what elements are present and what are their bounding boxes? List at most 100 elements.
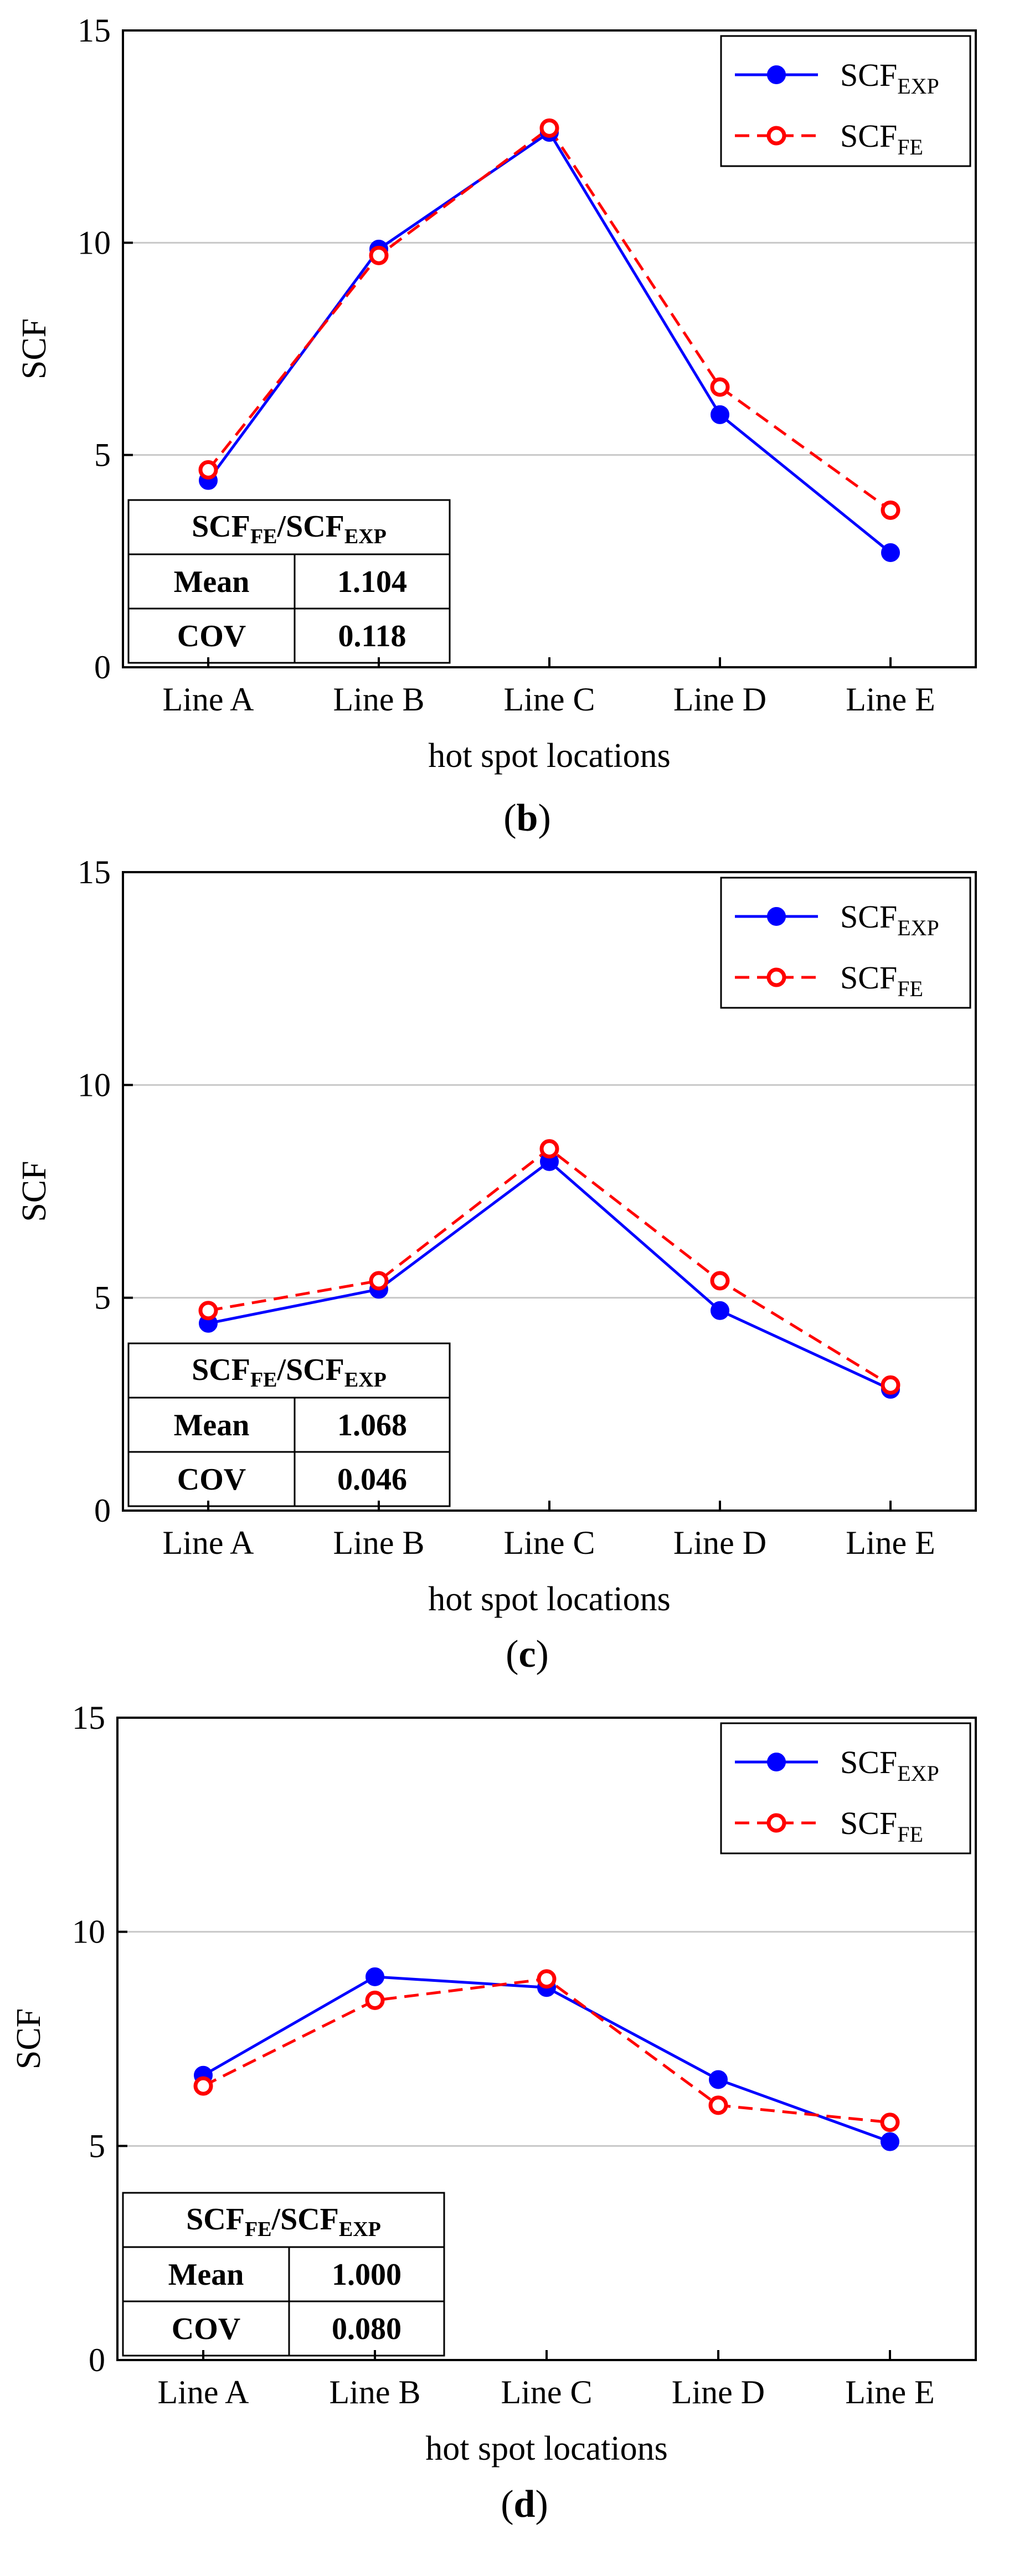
table-row-value: 1.104 <box>337 565 407 599</box>
data-point-fe <box>710 377 730 397</box>
data-point-fe <box>193 2076 213 2096</box>
table-header: SCFFE/SCFEXP <box>192 509 387 548</box>
ratio-table: SCFFE/SCFEXP Mean 1.104 COV 0.118 <box>127 499 451 664</box>
series-line-fe <box>208 1147 892 1387</box>
y-tick-label: 5 <box>94 1280 111 1316</box>
series-line-exp <box>202 1975 891 2143</box>
legend-entry-fe: SCFFE <box>840 118 923 159</box>
table-border <box>127 499 451 664</box>
x-tick-label: Line B <box>333 681 425 718</box>
data-point-fe <box>539 118 559 138</box>
y-tick-label: 10 <box>78 224 111 261</box>
x-tick-label: Line A <box>163 681 254 718</box>
y-tick-label: 10 <box>78 1067 111 1103</box>
table-header: SCFFE/SCFEXP <box>192 1353 387 1392</box>
table-header: SCFFE/SCFEXP <box>186 2202 381 2241</box>
legend-marker-exp <box>767 907 786 926</box>
x-tick-label: Line C <box>504 1524 595 1561</box>
data-point-exp <box>711 405 729 424</box>
y-tick-label: 5 <box>89 2127 105 2164</box>
series-line-fe <box>207 126 892 512</box>
plot-area <box>122 29 977 668</box>
data-point-fe <box>365 1990 385 2010</box>
data-point-exp <box>709 2070 728 2089</box>
legend-entry-fe: SCFFE <box>840 1805 923 1847</box>
data-point-fe <box>198 1301 218 1321</box>
plot-area <box>122 871 977 1512</box>
y-axis-title: SCF <box>16 318 53 379</box>
legend-entry-exp: SCFEXP <box>840 899 939 940</box>
data-point-fe <box>708 2095 728 2115</box>
x-axis-title: hot spot locations <box>428 737 670 775</box>
table-border <box>127 1342 451 1507</box>
x-tick-label: Line B <box>333 1524 425 1561</box>
legend: SCFEXP SCFFE <box>720 1722 971 1854</box>
x-tick-label: Line D <box>672 2374 765 2410</box>
legend-entry-exp: SCFEXP <box>840 57 939 99</box>
data-point-fe <box>369 245 389 265</box>
legend-marker-exp <box>767 1753 786 1771</box>
table-row-value: 0.046 <box>337 1462 407 1497</box>
x-tick-label: Line B <box>330 2374 421 2410</box>
x-tick-label: Line E <box>846 681 935 718</box>
legend-marker-fe <box>766 126 786 146</box>
table-row-value: 1.000 <box>332 2258 402 2292</box>
y-tick-label: 0 <box>94 649 111 686</box>
data-point-exp <box>366 1967 384 1986</box>
legend: SCFEXP SCFFE <box>720 35 971 167</box>
table-row-label: COV <box>177 619 246 653</box>
y-tick-label: 0 <box>94 1492 111 1529</box>
y-tick-label: 10 <box>72 1914 105 1950</box>
x-axis-title: hot spot locations <box>425 2430 667 2467</box>
x-tick-label: Line E <box>845 2374 935 2410</box>
table-row-label: Mean <box>168 2258 244 2292</box>
plot-area <box>116 1717 977 2361</box>
panel-label-b: (b) <box>503 797 551 839</box>
y-tick-label: 15 <box>78 12 111 49</box>
ratio-table: SCFFE/SCFEXP Mean 1.000 COV 0.080 <box>122 2192 445 2357</box>
x-tick-label: Line D <box>673 681 766 718</box>
x-tick-label: Line A <box>163 1524 254 1561</box>
panel-label-d: (d) <box>501 2483 548 2526</box>
data-point-fe <box>881 500 900 520</box>
chart-panel-c: 0 5 10 15 Line A Line B Line C Line D Line E hot … <box>16 854 977 1618</box>
data-point-fe <box>880 2113 900 2132</box>
y-axis-title: SCF <box>16 1161 53 1222</box>
legend-box <box>720 35 971 167</box>
legend-box <box>720 1722 971 1854</box>
data-point-fe <box>198 460 218 480</box>
data-point-exp <box>881 2132 899 2151</box>
y-tick-label: 0 <box>89 2342 105 2378</box>
data-point-exp <box>881 543 900 562</box>
chart-panel-d: 0 5 10 15 Line A Line B Line C Line D Line E hot … <box>10 1699 977 2467</box>
y-tick-label: 15 <box>78 854 111 890</box>
legend: SCFEXP SCFFE <box>720 877 971 1009</box>
x-tick-label: Line A <box>158 2374 249 2410</box>
data-point-fe <box>539 1139 559 1159</box>
table-row-label: Mean <box>174 565 250 599</box>
data-point-exp <box>711 1301 729 1320</box>
legend-marker-fe <box>766 967 786 987</box>
table-row-label: COV <box>172 2312 240 2346</box>
table-row-label: COV <box>177 1462 246 1497</box>
x-tick-label: Line E <box>846 1524 935 1561</box>
legend-box <box>720 877 971 1009</box>
table-row-value: 0.118 <box>338 619 406 653</box>
legend-marker-fe <box>766 1813 786 1833</box>
data-point-fe <box>537 1969 557 1989</box>
table-row-value: 0.080 <box>332 2312 402 2346</box>
legend-entry-fe: SCFFE <box>840 960 923 1001</box>
y-tick-label: 5 <box>94 437 111 473</box>
series-line-fe <box>202 1977 891 2124</box>
legend-entry-exp: SCFEXP <box>840 1744 939 1786</box>
table-row-label: Mean <box>174 1408 250 1442</box>
y-axis-title: SCF <box>10 2008 48 2069</box>
ratio-table: SCFFE/SCFEXP Mean 1.068 COV 0.046 <box>127 1342 451 1507</box>
x-tick-label: Line D <box>673 1524 766 1561</box>
table-border <box>122 2192 445 2357</box>
data-point-fe <box>881 1375 900 1395</box>
data-point-fe <box>710 1271 730 1291</box>
data-point-fe <box>369 1271 389 1291</box>
x-axis-title: hot spot locations <box>428 1580 670 1618</box>
